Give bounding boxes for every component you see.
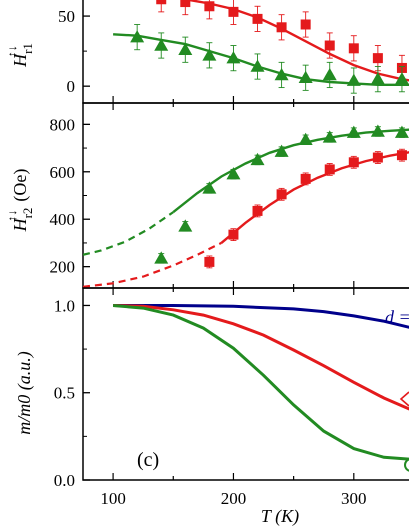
y-tick-label: 400 <box>50 210 76 229</box>
data-point-square <box>276 22 287 33</box>
series-line <box>113 304 409 411</box>
data-point-triangle <box>154 251 169 264</box>
series-line <box>112 304 409 461</box>
data-point-triangle <box>394 125 409 138</box>
data-point-square <box>348 43 359 54</box>
y-tick-label: 50 <box>58 7 75 26</box>
panel-top: 0 50 <box>58 0 409 104</box>
y-tick-label: 800 <box>50 115 76 134</box>
data-point-triangle <box>346 125 361 138</box>
data-point-square <box>300 173 311 184</box>
data-point-square <box>372 152 383 163</box>
x-axis-label: T (K) <box>261 506 299 527</box>
x-tick-label: 300 <box>341 489 367 508</box>
data-point-triangle <box>394 72 409 85</box>
plot-area <box>113 0 409 94</box>
y-tick-label: 1.0 <box>54 296 75 315</box>
panel-label-c: (c) <box>137 449 159 471</box>
data-point-triangle <box>250 152 265 166</box>
y-tick-label: 600 <box>50 163 76 182</box>
y-tick-label: 0 <box>67 77 76 96</box>
data-point-triangle <box>250 59 265 72</box>
data-point-square <box>252 205 263 216</box>
series-fit-line <box>180 0 409 82</box>
data-point-square <box>204 1 215 12</box>
series-1 <box>113 304 409 411</box>
x-tick-label: 100 <box>100 489 126 508</box>
series-dashed-fit <box>83 241 222 288</box>
panel-middle: 200 400 600 800 <box>50 102 409 289</box>
data-point-triangle <box>202 48 217 61</box>
y-tick-label: 0.0 <box>54 471 75 490</box>
data-point-triangle <box>346 73 361 86</box>
series-1 <box>113 24 409 94</box>
bottom-ylabel: m/m0 (a.u.) <box>14 351 35 435</box>
data-point-triangle <box>322 67 337 81</box>
data-point-triangle <box>370 72 385 85</box>
y-tick-label: 200 <box>50 258 76 277</box>
data-point-square <box>372 53 383 64</box>
series-0 <box>113 304 409 329</box>
data-point-square <box>204 256 215 267</box>
data-point-square <box>324 40 335 51</box>
legend-d-text: d = <box>385 307 409 327</box>
data-point-square <box>228 229 239 240</box>
data-point-square <box>252 13 263 24</box>
series-fit-line <box>172 128 409 214</box>
data-point-triangle <box>130 30 145 43</box>
panel-frame <box>82 0 409 104</box>
series-fit-line <box>220 151 409 244</box>
plot-area <box>112 304 409 461</box>
panel-frame <box>82 102 409 289</box>
data-point-square <box>300 19 311 30</box>
series-2 <box>112 304 409 461</box>
data-point-triangle <box>274 144 289 157</box>
data-point-square <box>228 6 239 17</box>
data-point-triangle <box>298 70 313 84</box>
data-point-triangle <box>154 38 169 51</box>
series-fit-line <box>113 33 409 86</box>
legend-circle-marker <box>404 458 409 472</box>
panel-frame <box>82 287 409 481</box>
series-1 <box>83 148 409 288</box>
data-point-triangle <box>202 181 217 194</box>
data-point-triangle <box>226 51 241 64</box>
data-point-square <box>180 0 191 8</box>
top-ylabel: Hr1↑↓ <box>5 43 35 68</box>
series-dashed-fit <box>83 211 174 256</box>
data-point-square <box>324 164 335 175</box>
data-point-triangle <box>226 167 241 180</box>
data-point-triangle <box>178 42 193 55</box>
data-point-triangle <box>298 132 313 146</box>
series-0 <box>156 0 409 82</box>
data-point-triangle <box>178 219 193 232</box>
data-point-square <box>276 189 287 200</box>
panel-bottom: 0.0 0.5 1.0 100 200 300 <box>54 287 409 508</box>
data-point-triangle <box>322 130 337 143</box>
middle-ylabel: Hr2↑↓(Oe) <box>5 169 35 233</box>
legend-triangle-marker <box>399 391 409 407</box>
data-point-square <box>156 0 167 5</box>
data-point-triangle <box>274 67 289 81</box>
data-point-square <box>348 157 359 168</box>
series-0 <box>83 124 409 264</box>
series-line <box>113 304 409 329</box>
data-point-triangle <box>370 124 385 137</box>
x-tick-label: 200 <box>221 489 247 508</box>
data-point-square <box>396 150 407 161</box>
plot-area <box>83 124 409 288</box>
y-tick-label: 0.5 <box>54 384 75 403</box>
